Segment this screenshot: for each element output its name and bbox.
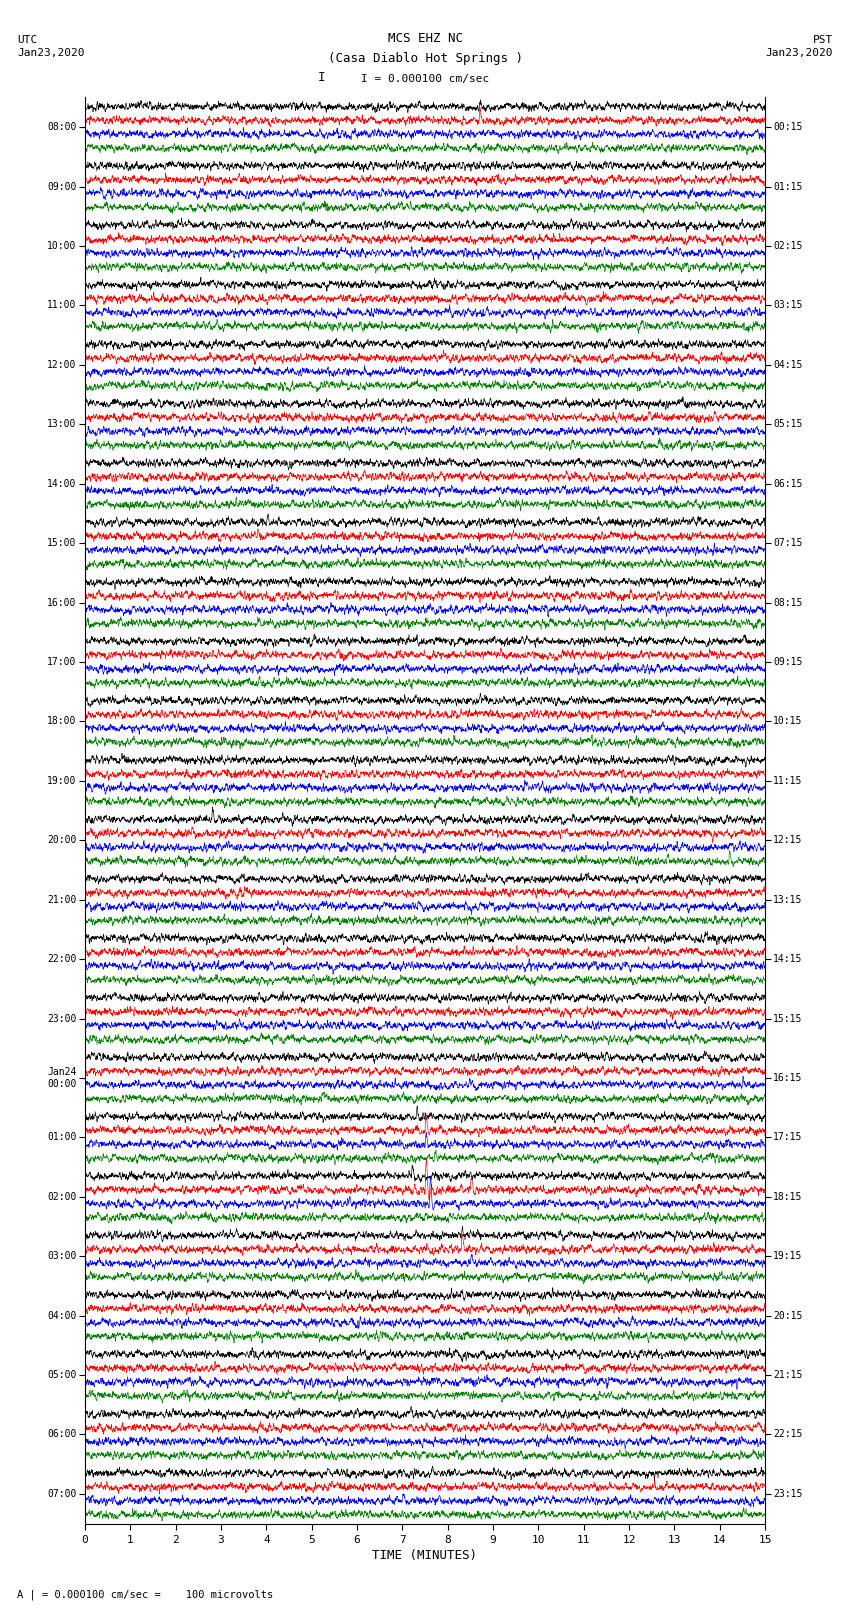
Text: (Casa Diablo Hot Springs ): (Casa Diablo Hot Springs ) (327, 52, 523, 65)
X-axis label: TIME (MINUTES): TIME (MINUTES) (372, 1548, 478, 1561)
Text: I: I (318, 71, 325, 84)
Text: UTC: UTC (17, 35, 37, 45)
Text: A | = 0.000100 cm/sec =    100 microvolts: A | = 0.000100 cm/sec = 100 microvolts (17, 1589, 273, 1600)
Text: Jan23,2020: Jan23,2020 (17, 48, 84, 58)
Text: PST: PST (813, 35, 833, 45)
Text: Jan23,2020: Jan23,2020 (766, 48, 833, 58)
Text: MCS EHZ NC: MCS EHZ NC (388, 32, 462, 45)
Text: I = 0.000100 cm/sec: I = 0.000100 cm/sec (361, 74, 489, 84)
